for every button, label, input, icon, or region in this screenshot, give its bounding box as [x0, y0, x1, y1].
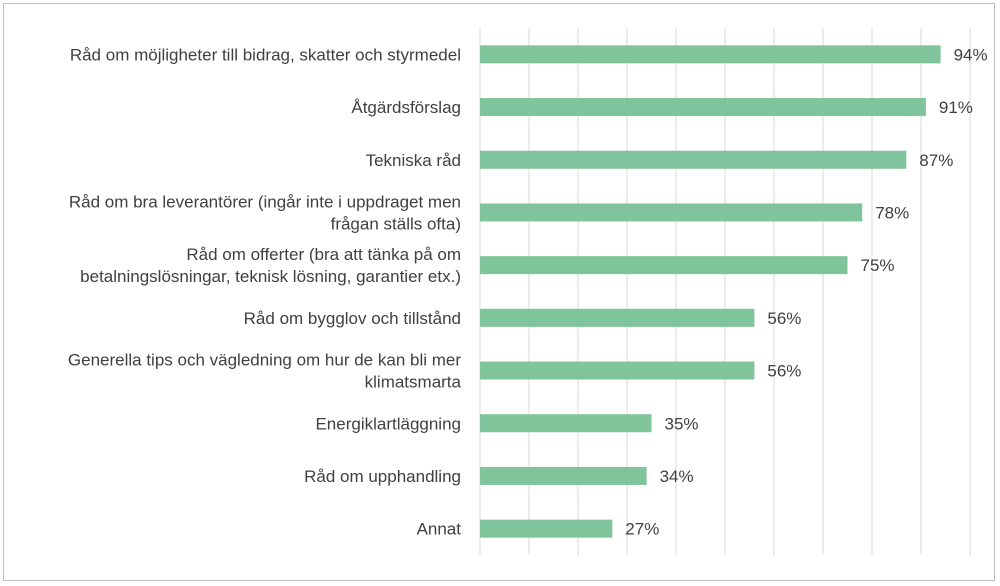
category-label: Åtgärdsförslag: [351, 98, 461, 117]
category-label: betalningslösningar, teknisk lösning, ga…: [80, 267, 461, 286]
value-labels: 94% 91% 87% 78% 75% 56% 56% 35% 34% 27%: [625, 45, 987, 538]
value-label: 56%: [767, 362, 801, 381]
bars: [480, 45, 941, 538]
value-label: 34%: [660, 467, 694, 486]
bar: [480, 414, 652, 433]
category-label: Energiklartläggning: [315, 414, 461, 433]
category-label: Tekniska råd: [366, 151, 461, 170]
value-label: 87%: [919, 151, 953, 170]
value-label: 94%: [954, 45, 988, 64]
category-label: Annat: [417, 520, 462, 539]
category-labels: Råd om möjligheter till bidrag, skatter …: [68, 45, 462, 538]
category-label: Råd om bra leverantörer (ingår inte i up…: [69, 192, 461, 211]
bar: [480, 150, 907, 169]
category-label: Råd om bygglov och tillstånd: [244, 309, 461, 328]
category-label: Råd om offerter (bra att tänka på om: [186, 245, 461, 264]
value-label: 78%: [875, 203, 909, 222]
bar: [480, 256, 848, 275]
category-label: klimatsmarta: [365, 373, 462, 392]
bar: [480, 98, 926, 117]
value-label: 75%: [861, 256, 895, 275]
category-label: Råd om möjligheter till bidrag, skatter …: [70, 45, 461, 64]
category-label: Råd om upphandling: [304, 467, 461, 486]
bar: [480, 45, 941, 64]
value-label: 27%: [625, 520, 659, 539]
value-label: 56%: [767, 309, 801, 328]
category-label: Generella tips och vägledning om hur de …: [68, 351, 461, 370]
value-label: 35%: [665, 414, 699, 433]
bar: [480, 308, 755, 327]
bar: [480, 519, 613, 538]
value-label: 91%: [939, 98, 973, 117]
category-label: frågan ställs ofta): [331, 214, 461, 233]
bar: [480, 361, 755, 380]
bar: [480, 466, 647, 485]
bar: [480, 203, 863, 222]
